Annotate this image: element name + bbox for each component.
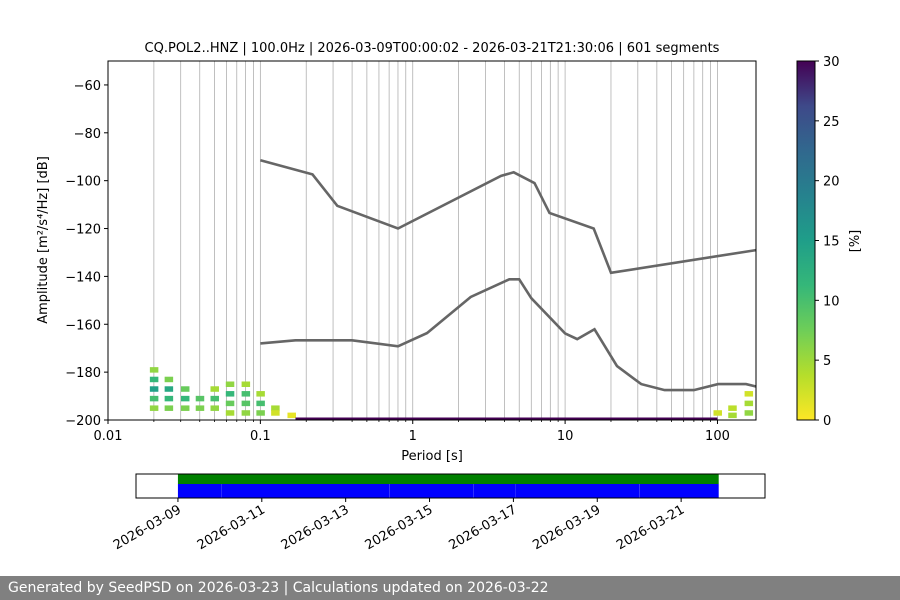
x-axis-label: Period [s] — [401, 449, 463, 464]
y-tick-label: −200 — [65, 414, 101, 429]
timeline-frame — [135, 473, 766, 499]
psd-cell — [164, 376, 174, 383]
date-tick-label: 2026-03-15 — [363, 502, 436, 553]
date-tick-label: 2026-03-21 — [614, 502, 687, 553]
date-tick-label: 2026-03-13 — [279, 502, 352, 553]
colorbar: 0 5 10 15 20 25 30 [%] — [796, 55, 863, 429]
psd-cell — [149, 405, 159, 411]
psd-cell — [271, 405, 280, 411]
chart-title: CQ.POL2..HNZ | 100.0Hz | 2026-03-09T00:0… — [145, 41, 720, 56]
x-tick-label: 0.01 — [94, 429, 123, 444]
psd-cell — [241, 410, 251, 416]
colorbar-tick-label: 15 — [823, 235, 840, 250]
x-tick-label: 100 — [705, 429, 730, 444]
y-tick-label: −120 — [65, 223, 101, 238]
y-tick-label: −100 — [65, 175, 101, 190]
date-tick-label: 2026-03-09 — [111, 502, 184, 553]
x-tick-label: 1 — [409, 429, 417, 444]
psd-cell — [225, 410, 235, 416]
used-segment-bar — [177, 484, 222, 498]
y-tick-label: −180 — [65, 366, 101, 381]
timeline-date-ticks: 2026-03-09 2026-03-11 2026-03-13 2026-03-15… — [111, 498, 687, 553]
footer-status-bar: Generated by SeedPSD on 2026-03-23 | Cal… — [0, 576, 900, 600]
psd-cell — [744, 400, 754, 407]
psd-cell — [195, 395, 205, 402]
colorbar-tick-label: 5 — [823, 354, 831, 369]
psd-cell — [744, 410, 754, 416]
psd-cell — [256, 391, 265, 397]
colorbar-gradient — [796, 60, 816, 421]
psd-cell — [164, 395, 174, 402]
used-segment-bar — [515, 484, 640, 498]
psd-cell — [149, 395, 159, 402]
used-segments — [177, 484, 719, 498]
colorbar-tick-label: 30 — [823, 55, 840, 70]
psd-cell — [210, 405, 220, 411]
psd-cell — [195, 405, 205, 411]
plot-background — [108, 61, 756, 420]
psd-cell — [225, 400, 235, 407]
psd-cell — [225, 381, 235, 387]
y-axis-ticks: −60 −80 −100 −120 −140 −160 −180 −200 — [65, 79, 108, 429]
psd-cell — [149, 367, 159, 373]
psd-plot-area: 0.01 0.1 1 10 100 −60 −80 −100 −120 −140 −160 −180… — [65, 60, 757, 444]
low-noise-model-line — [260, 277, 757, 392]
psd-cell — [210, 395, 220, 402]
plot-frame — [107, 60, 757, 421]
psd-cell — [713, 410, 722, 416]
used-segment-bar — [389, 484, 474, 498]
available-data-bar — [177, 474, 719, 484]
psd-cell — [149, 386, 159, 392]
psd-cell — [271, 410, 280, 416]
psd-cell — [149, 376, 159, 383]
used-segment-bar — [639, 484, 719, 498]
y-tick-label: −140 — [65, 270, 101, 285]
date-tick-label: 2026-03-11 — [195, 502, 268, 553]
psd-cell — [744, 391, 754, 397]
psd-cell — [210, 386, 220, 392]
colorbar-label: [%] — [848, 230, 863, 253]
psd-cell — [728, 405, 737, 411]
psd-cell — [225, 391, 235, 397]
x-tick-label: 10 — [557, 429, 574, 444]
psd-cell — [287, 412, 296, 419]
y-axis-label: Amplitude [m²/s⁴/Hz] [dB] — [36, 156, 51, 324]
y-tick-label: −80 — [74, 127, 101, 142]
psd-cell — [256, 410, 265, 416]
psd-cell — [256, 400, 265, 407]
psd-cell — [180, 405, 190, 411]
psd-cell — [241, 391, 251, 397]
x-axis-ticks: 0.01 0.1 1 10 100 — [94, 420, 730, 444]
date-tick-label: 2026-03-17 — [446, 502, 519, 553]
y-tick-label: −60 — [74, 79, 101, 94]
y-tick-label: −160 — [65, 318, 101, 333]
grid-lines — [107, 61, 718, 420]
psd-cell — [241, 400, 251, 407]
used-segment-bar — [473, 484, 516, 498]
date-tick-label: 2026-03-19 — [530, 502, 603, 553]
colorbar-tick-label: 25 — [823, 115, 840, 130]
used-segment-bar — [221, 484, 390, 498]
psd-cell — [728, 412, 737, 419]
colorbar-tick-label: 0 — [823, 414, 831, 429]
colorbar-ticks: 0 5 10 15 20 25 30 — [815, 55, 840, 429]
data-availability-timeline: 2026-03-09 2026-03-11 2026-03-13 2026-03-15… — [111, 473, 766, 553]
x-tick-label: 0.1 — [250, 429, 271, 444]
psd-histogram — [149, 367, 754, 419]
psd-cell — [180, 386, 190, 392]
colorbar-tick-label: 20 — [823, 175, 840, 190]
psd-cell — [164, 405, 174, 411]
psd-cell — [241, 381, 251, 387]
psd-floor-band — [295, 417, 718, 420]
high-noise-model-line — [260, 159, 757, 275]
colorbar-tick-label: 10 — [823, 294, 840, 309]
psd-cell — [164, 386, 174, 392]
psd-cell — [180, 395, 190, 402]
